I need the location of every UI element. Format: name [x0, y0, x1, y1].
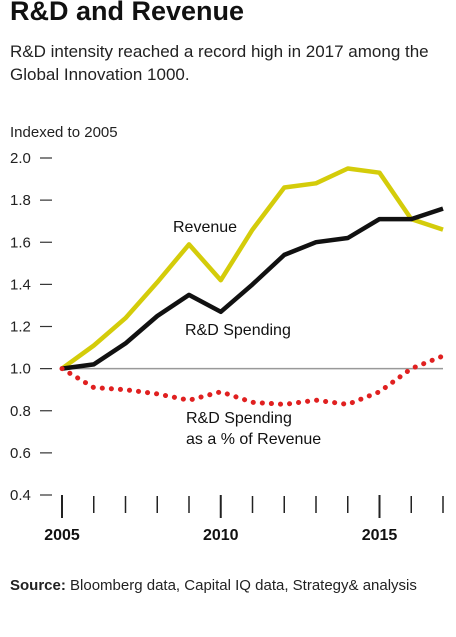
- r-d-spending-line: [61, 206, 444, 371]
- series-label: R&D Spending: [185, 322, 291, 339]
- y-tick-label: 1.6: [10, 234, 31, 251]
- source-text: Bloomberg data, Capital IQ data, Strateg…: [70, 577, 417, 594]
- x-tick-label: 2005: [44, 527, 80, 544]
- x-axis: 2005 2010 2015: [44, 367, 444, 544]
- series-lines: [59, 166, 446, 407]
- revenue-line: [60, 166, 444, 371]
- y-tick-label: 1.4: [10, 276, 31, 293]
- y-tick-label: 2.0: [10, 150, 31, 167]
- y-tick-label: 1.0: [10, 361, 31, 378]
- y-tick-label: 1.2: [10, 319, 31, 336]
- series-label: as a % of Revenue: [186, 431, 321, 448]
- y-tick-label: 1.8: [10, 192, 31, 209]
- y-axis-label: Indexed to 2005: [10, 124, 118, 141]
- y-tick-label: 0.4: [10, 487, 31, 504]
- y-axis: 0.4 0.6 0.8 1.0 1.2 1.4 1.6 1.8 2.0: [10, 150, 52, 504]
- series-label: Revenue: [173, 219, 237, 236]
- chart-subtitle: R&D intensity reached a record high in 2…: [10, 42, 429, 84]
- y-tick-label: 0.6: [10, 445, 31, 462]
- series-label: R&D Spending: [186, 410, 292, 427]
- x-tick-label: 2010: [203, 527, 239, 544]
- x-tick-label: 2015: [362, 527, 398, 544]
- y-tick-label: 0.8: [10, 403, 31, 420]
- r-d-spending-as-a-of-revenue-line: [59, 353, 446, 407]
- series-labels: Revenue R&D Spending R&D Spending as a % of…: [173, 219, 321, 448]
- line-chart: Indexed to 2005 0.4 0.6 0.8 1.0 1.2 1.4 1.6 1.8…: [10, 124, 446, 544]
- source-label: Source:: [10, 577, 66, 594]
- chart-title: R&D and Revenue: [10, 0, 245, 26]
- source-note: Source: Bloomberg data, Capital IQ data,…: [10, 575, 450, 596]
